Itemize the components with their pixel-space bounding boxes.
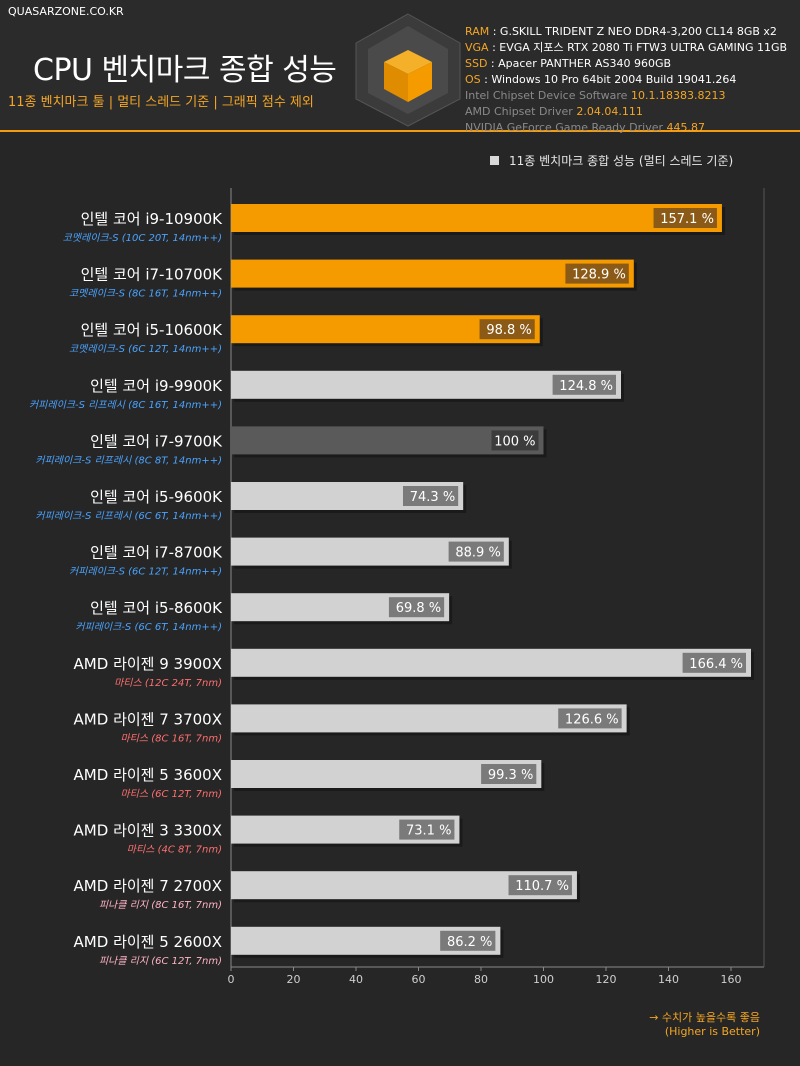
note-line1: → 수치가 높을수록 좋음: [649, 1011, 760, 1024]
value-label-box: [565, 263, 629, 284]
os-key: OS: [465, 73, 481, 86]
x-tick-label: 0: [228, 973, 235, 986]
value-label-box: [558, 708, 622, 729]
value-label-box: [682, 652, 746, 673]
cpu-name-label: 인텔 코어 i9-9900K: [90, 377, 223, 395]
cpu-name-label: 인텔 코어 i7-8700K: [90, 544, 223, 562]
ram-value: G.SKILL TRIDENT Z NEO DDR4-3,200 CL14 8G…: [499, 25, 777, 38]
value-label-box: [508, 875, 572, 896]
value-label: 74.3 %: [410, 490, 455, 505]
legend-label: 11종 벤치마크 종합 성능 (멀티 스레드 기준): [509, 154, 734, 168]
cpu-sub-label: 커피레이크-S (6C 6T, 14nm++): [75, 621, 222, 633]
x-tick-label: 100: [533, 973, 554, 986]
ssd-key: SSD: [465, 57, 488, 70]
intel-driver-label: Intel Chipset Device Software: [465, 89, 628, 102]
legend-swatch: [490, 156, 499, 165]
value-label: 100 %: [494, 434, 535, 449]
bar: [231, 648, 751, 677]
value-label: 126.6 %: [565, 712, 619, 727]
cpu-sub-label: 마티스 (6C 12T, 7nm): [120, 788, 222, 800]
value-label-box: [399, 819, 455, 840]
cpu-sub-label: 마티스 (8C 16T, 7nm): [120, 732, 222, 744]
x-tick-label: 80: [474, 973, 488, 986]
cpu-sub-label: 커피레이크-S (6C 12T, 14nm++): [69, 566, 222, 578]
cpu-name-label: 인텔 코어 i7-10700K: [81, 266, 224, 284]
os-value: Windows 10 Pro 64bit 2004 Build 19041.26…: [491, 73, 737, 86]
value-label: 166.4 %: [689, 657, 743, 672]
cpu-name-label: AMD 라이젠 5 3600X: [74, 766, 222, 784]
cpu-sub-label: 커피레이크-S 리프레시 (8C 16T, 14nm++): [29, 399, 222, 411]
cpu-sub-label: 마티스 (12C 24T, 7nm): [114, 677, 222, 689]
cpu-name-label: 인텔 코어 i5-10600K: [81, 321, 224, 339]
value-label-box: [402, 486, 459, 506]
cpu-sub-label: 코멧레이크-S (6C 12T, 14nm++): [69, 343, 222, 355]
cpu-name-label: AMD 라이젠 7 3700X: [74, 710, 222, 728]
amd-driver-version: 2.04.04.111: [576, 105, 643, 118]
cpu-name-label: AMD 라이젠 5 2600X: [74, 933, 222, 951]
value-label: 124.8 %: [559, 379, 613, 394]
cpu-sub-label: 마티스 (4C 8T, 7nm): [127, 844, 222, 856]
value-label-box: [653, 208, 717, 228]
cpu-sub-label: 커피레이크-S 리프레시 (6C 6T, 14nm++): [35, 510, 222, 522]
value-label: 86.2 %: [447, 935, 492, 950]
cpu-sub-label: 피나클 리지 (8C 16T, 7nm): [99, 899, 222, 911]
value-label: 98.8 %: [486, 323, 531, 338]
value-label-box: [481, 764, 537, 784]
page-title: CPU 벤치마크 종합 성능: [33, 53, 337, 88]
cpu-name-label: 인텔 코어 i5-8600K: [90, 599, 223, 617]
value-label: 110.7 %: [515, 879, 569, 894]
value-label-box: [491, 430, 539, 451]
ssd-value: Apacer PANTHER AS340 960GB: [498, 57, 672, 70]
value-label-box: [440, 930, 496, 951]
intel-driver-version: 10.1.18383.8213: [630, 89, 726, 102]
cpu-name-label: AMD 라이젠 9 3900X: [74, 655, 222, 673]
x-tick-label: 60: [412, 973, 426, 986]
cpu-sub-label: 코멧레이크-S (10C 20T, 14nm++): [63, 232, 222, 244]
value-label: 128.9 %: [572, 268, 626, 283]
x-tick-label: 40: [349, 973, 363, 986]
amd-driver-label: AMD Chipset Driver: [465, 105, 573, 118]
test-system-specs: RAM : G.SKILL TRIDENT Z NEO DDR4-3,200 C…: [465, 25, 788, 134]
bar: [231, 204, 722, 232]
value-label-box: [552, 374, 616, 395]
ram-key: RAM: [465, 25, 490, 38]
nvidia-driver-version: 445.87: [666, 121, 706, 134]
cpu-name-label: AMD 라이젠 3 3300X: [74, 822, 222, 840]
vga-value: EVGA 지포스 RTX 2080 Ti FTW3 ULTRA GAMING 1…: [499, 41, 788, 54]
cpu-name-label: 인텔 코어 i9-10900K: [81, 210, 224, 228]
x-tick-label: 140: [658, 973, 679, 986]
header-panel: QUASARZONE.CO.KR CPU 벤치마크 종합 성능 11종 벤치마크…: [0, 0, 800, 134]
x-tick-label: 160: [721, 973, 742, 986]
cpu-sub-label: 커피레이크-S 리프레시 (8C 8T, 14nm++): [35, 454, 222, 466]
cpu-name-label: 인텔 코어 i7-9700K: [90, 432, 223, 450]
cpu-name-label: 인텔 코어 i5-9600K: [90, 488, 223, 506]
value-label-box: [479, 319, 535, 340]
vga-key: VGA: [465, 41, 489, 54]
cube-logo-icon: [355, 13, 461, 127]
value-label-box: [448, 541, 504, 562]
cpu-sub-label: 피나클 리지 (6C 12T, 7nm): [99, 955, 222, 967]
note-line2: (Higher is Better): [664, 1025, 760, 1038]
cpu-sub-label: 코멧레이크-S (8C 16T, 14nm++): [69, 288, 222, 300]
value-label: 157.1 %: [660, 212, 714, 227]
bar: [231, 426, 544, 455]
site-name: QUASARZONE.CO.KR: [8, 5, 124, 18]
value-label: 99.3 %: [488, 768, 533, 783]
value-label: 73.1 %: [406, 824, 451, 839]
higher-is-better-note: → 수치가 높을수록 좋음 (Higher is Better): [649, 1011, 760, 1039]
cpu-name-label: AMD 라이젠 7 2700X: [74, 877, 222, 895]
value-label-box: [388, 597, 445, 618]
value-label: 69.8 %: [396, 601, 441, 616]
x-tick-label: 20: [287, 973, 301, 986]
chart-legend: 11종 벤치마크 종합 성능 (멀티 스레드 기준): [490, 152, 733, 169]
nvidia-driver-label: NVIDIA GeForce Game Ready Driver: [465, 121, 664, 134]
x-tick-label: 120: [596, 973, 617, 986]
value-label: 88.9 %: [455, 546, 500, 561]
page-subtitle: 11종 벤치마크 툴 | 멀티 스레드 기준 | 그래픽 점수 제외: [8, 95, 314, 110]
